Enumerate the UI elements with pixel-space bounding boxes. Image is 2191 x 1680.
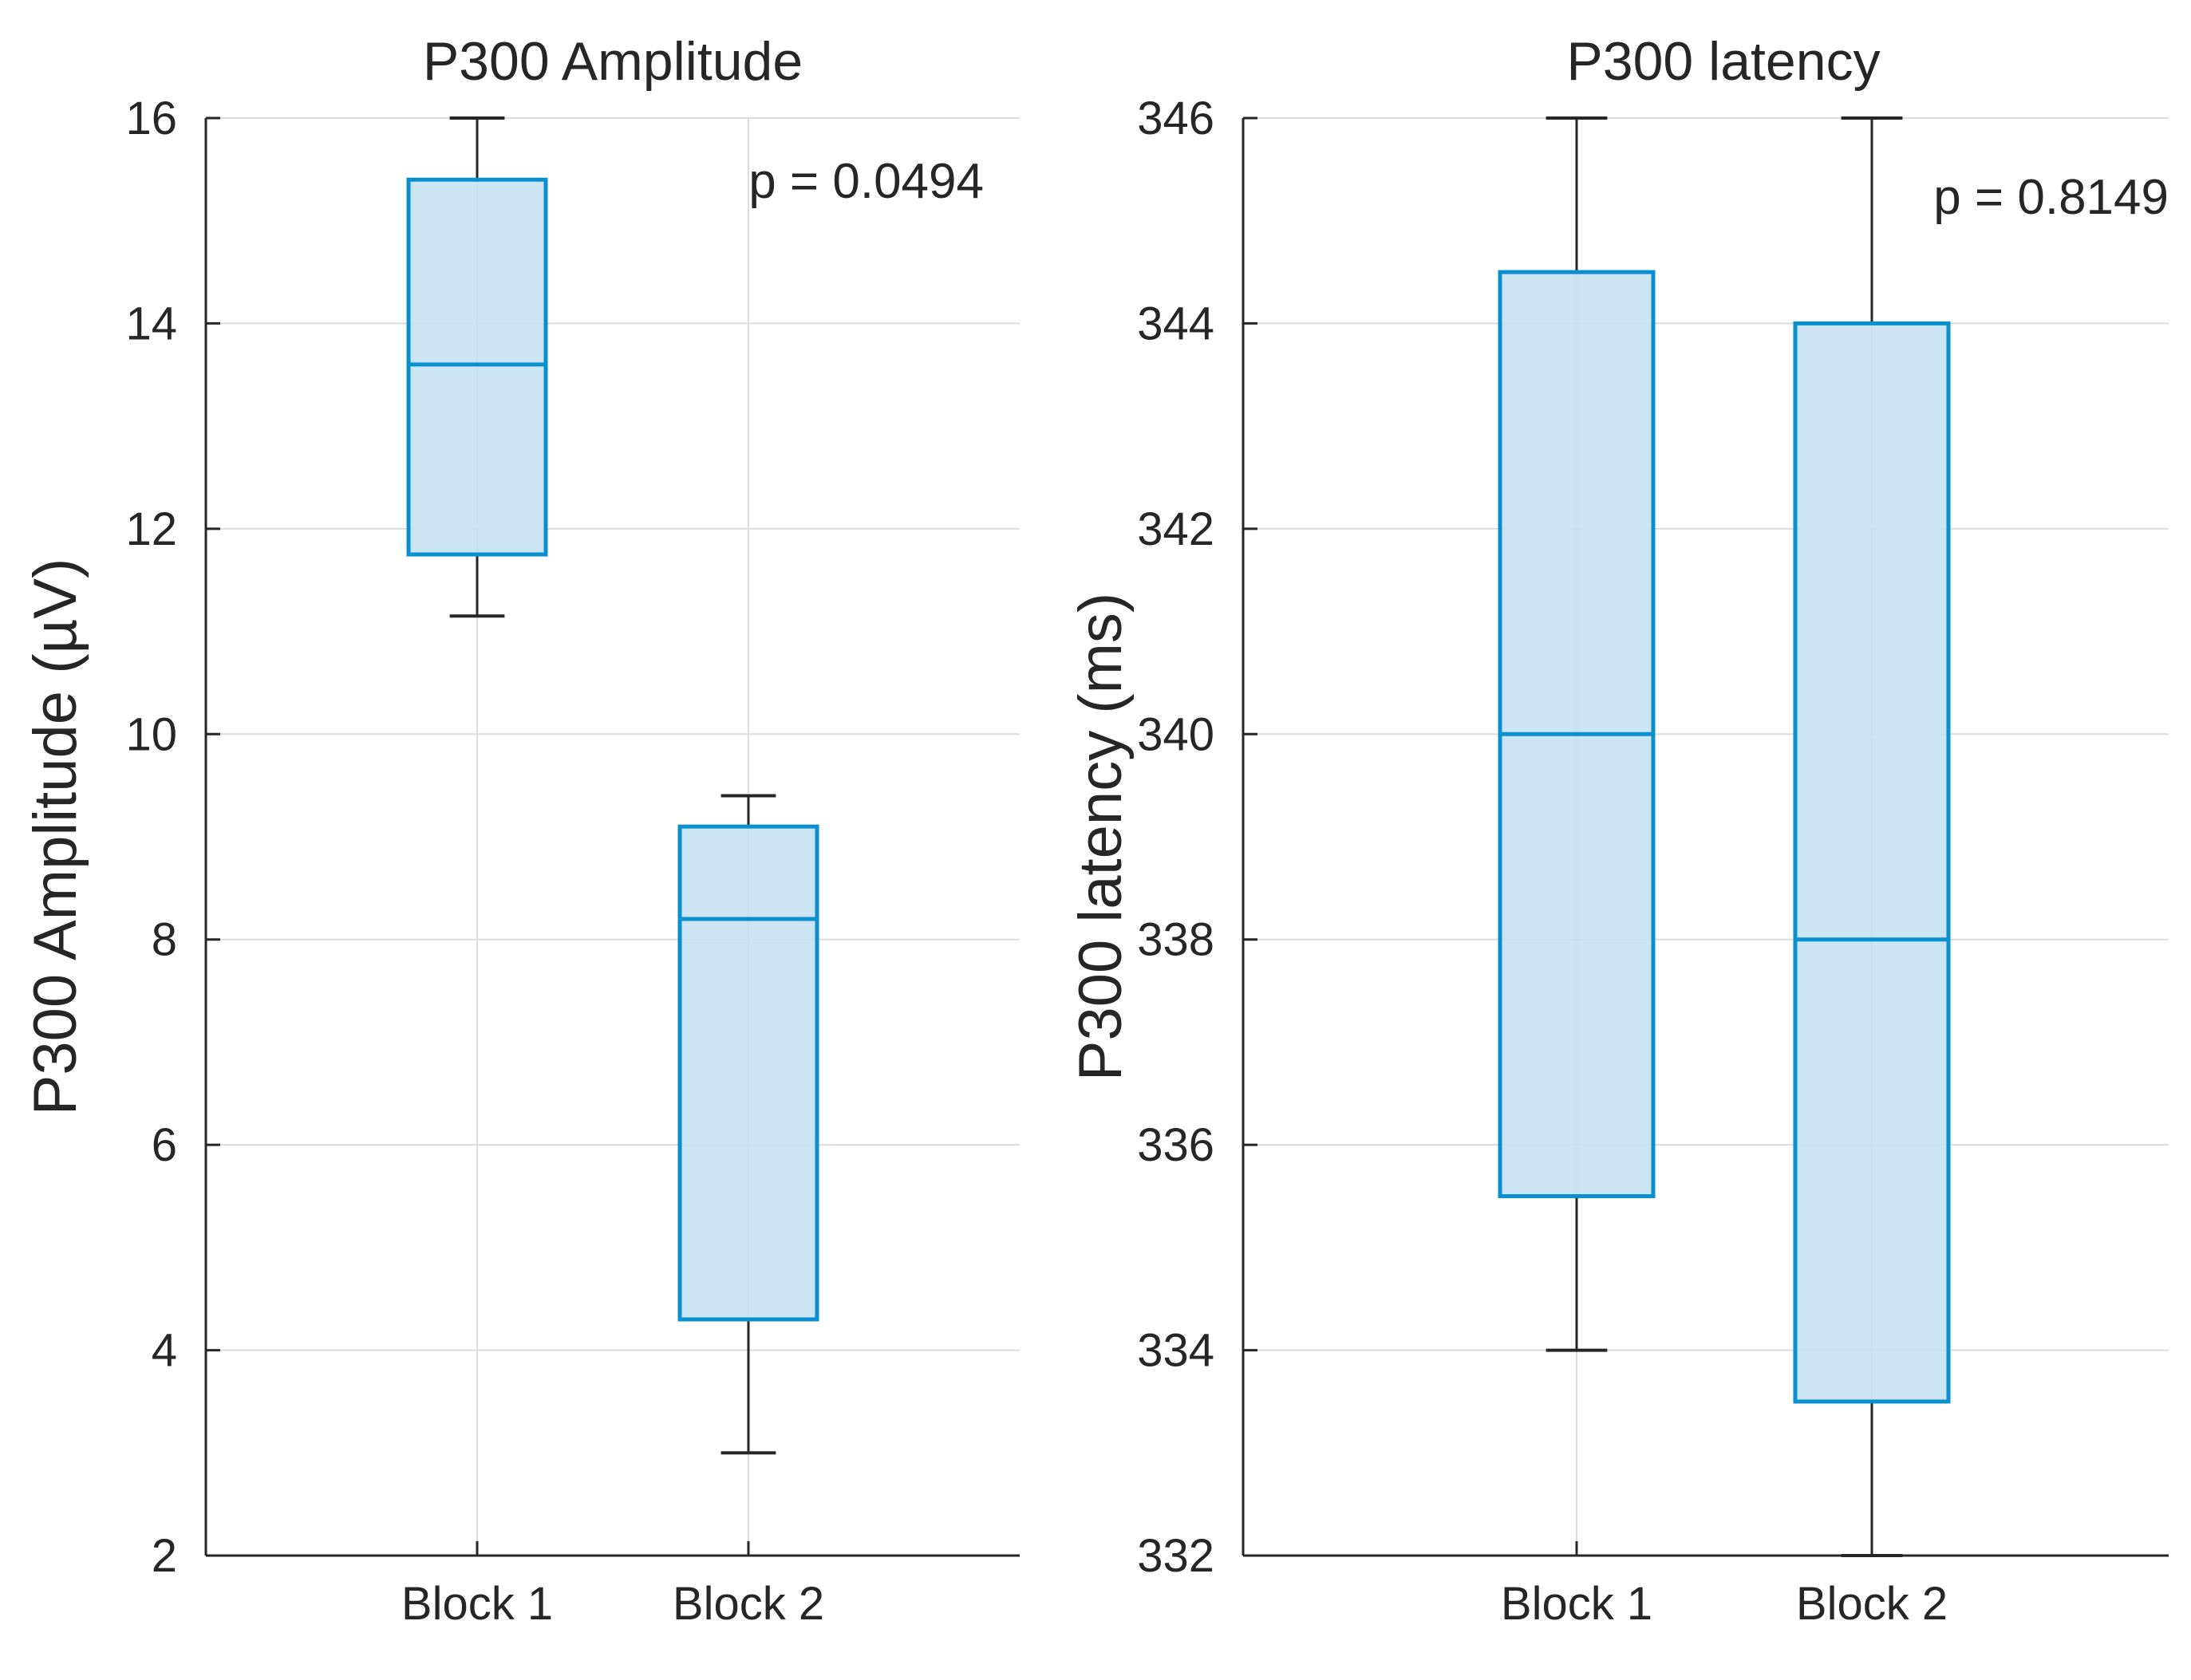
y-tick-label: 334 bbox=[1137, 1325, 1214, 1377]
y-tick-label: 8 bbox=[152, 914, 177, 966]
y-tick-label: 16 bbox=[125, 93, 177, 144]
y-tick-label: 344 bbox=[1137, 298, 1214, 349]
y-axis-title: P300 Amplitude (µV) bbox=[22, 558, 89, 1116]
box-2 bbox=[1793, 116, 1951, 1557]
p-value-annotation: p = 0.0494 bbox=[748, 154, 984, 209]
y-tick-label: 4 bbox=[152, 1325, 177, 1377]
y-tick-label: 336 bbox=[1137, 1119, 1214, 1171]
y-tick-label: 2 bbox=[152, 1530, 177, 1582]
chart-title: P300 Amplitude bbox=[423, 31, 803, 92]
y-tick-label: 338 bbox=[1137, 914, 1214, 966]
x-tick-label: Block 1 bbox=[401, 1578, 553, 1630]
y-tick-label: 332 bbox=[1137, 1530, 1214, 1582]
box-iqr bbox=[406, 177, 548, 557]
y-tick-label: 12 bbox=[125, 503, 177, 555]
box-1 bbox=[406, 116, 548, 618]
y-tick-label: 6 bbox=[152, 1119, 177, 1171]
y-tick-label: 342 bbox=[1137, 503, 1214, 555]
chart-2: 332 334 336 338 340 342 344 346 Block 1 Block 2 P3… bbox=[1067, 31, 2169, 1630]
y-tick-label: 10 bbox=[125, 708, 177, 760]
y-axis-title: P300 latency (ms) bbox=[1067, 593, 1135, 1081]
x-tick-label: Block 2 bbox=[1796, 1578, 1948, 1630]
box-iqr bbox=[677, 824, 819, 1322]
y-tick-label: 346 bbox=[1137, 93, 1214, 144]
box-2 bbox=[677, 794, 819, 1455]
box-iqr bbox=[1793, 321, 1951, 1404]
p-value-annotation: p = 0.8149 bbox=[1933, 170, 2169, 225]
x-tick-label: Block 1 bbox=[1501, 1578, 1652, 1630]
y-tick-label: 340 bbox=[1137, 708, 1214, 760]
box-1 bbox=[1498, 116, 1656, 1352]
y-tick-label: 14 bbox=[125, 298, 177, 349]
chart-title: P300 latency bbox=[1566, 31, 1880, 92]
chart-1: 2 4 6 8 10 12 14 16 Block 1 Block 2 P300 Amplitude… bbox=[22, 31, 1020, 1630]
x-tick-label: Block 2 bbox=[673, 1578, 824, 1630]
